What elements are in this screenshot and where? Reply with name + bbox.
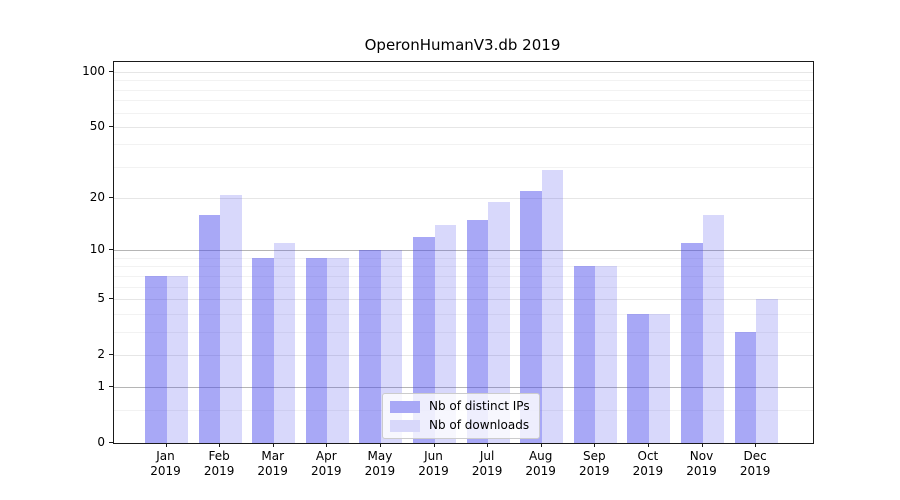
- gridline-minor-y-80: [114, 89, 813, 91]
- gridline-minor-y-7: [114, 275, 813, 277]
- x-tick-mark-jul: [487, 443, 489, 447]
- gridline-y-5: [114, 298, 813, 300]
- x-tick-label-feb: Feb 2019: [203, 449, 235, 478]
- x-tick-label-oct: Oct 2019: [632, 449, 664, 478]
- legend-swatch-distinct-ips-icon: [390, 400, 420, 413]
- bar-downloads-feb: [220, 194, 242, 443]
- legend: Nb of distinct IPs Nb of downloads: [382, 393, 540, 439]
- x-tick-mark-jan: [165, 443, 167, 447]
- gridline-y-1: [114, 387, 813, 389]
- x-tick-mark-aug: [540, 443, 542, 447]
- gridline-minor-y-4: [114, 313, 813, 315]
- y-tick-label-10: 10: [89, 242, 105, 257]
- y-tick-mark-2: [109, 353, 113, 355]
- gridline-minor-y-60: [114, 112, 813, 114]
- gridline-minor-y-3: [114, 331, 813, 333]
- x-tick-label-aug: Aug 2019: [525, 449, 556, 478]
- bar-distinct-ips-apr: [305, 257, 328, 443]
- gridline-minor-y-6: [114, 286, 813, 288]
- x-tick-mark-sep: [594, 443, 596, 447]
- y-tick-label-50: 50: [89, 118, 105, 133]
- x-tick-label-dec: Dec 2019: [739, 449, 771, 478]
- gridline-y-50: [114, 126, 813, 128]
- y-tick-mark-10: [109, 249, 113, 251]
- x-tick-mark-apr: [326, 443, 328, 447]
- x-tick-label-nov: Nov 2019: [686, 449, 717, 478]
- bar-downloads-dec: [756, 298, 778, 443]
- x-tick-label-mar: Mar 2019: [257, 449, 288, 478]
- bar-downloads-oct: [648, 313, 671, 443]
- bar-distinct-ips-sep: [573, 266, 596, 443]
- x-tick-mark-dec: [755, 443, 757, 447]
- gridline-y-10: [114, 250, 813, 252]
- gridline-y-20: [114, 198, 813, 200]
- x-tick-label-sep: Sep 2019: [579, 449, 610, 478]
- legend-item-distinct-ips: Nb of distinct IPs: [390, 399, 530, 414]
- legend-label-distinct-ips: Nb of distinct IPs: [429, 399, 530, 413]
- bar-downloads-jan: [166, 275, 188, 443]
- x-tick-label-may: May 2019: [364, 449, 396, 478]
- legend-label-downloads: Nb of downloads: [429, 418, 530, 432]
- y-tick-label-20: 20: [89, 190, 105, 205]
- y-tick-label-5: 5: [97, 290, 105, 305]
- gridline-minor-y-90: [114, 80, 813, 82]
- x-tick-mark-nov: [701, 443, 703, 447]
- bar-distinct-ips-dec: [734, 331, 757, 443]
- gridline-y-2: [114, 354, 813, 356]
- x-tick-mark-feb: [219, 443, 221, 447]
- y-tick-mark-0: [109, 442, 113, 443]
- gridline-minor-y-9: [114, 257, 813, 259]
- x-tick-mark-mar: [272, 443, 274, 447]
- gridline-minor-y-8: [114, 266, 813, 268]
- bar-distinct-ips-nov: [681, 243, 703, 443]
- y-tick-label-0: 0: [97, 435, 105, 449]
- x-tick-mark-may: [379, 443, 381, 447]
- y-tick-mark-1: [109, 386, 113, 388]
- bar-distinct-ips-oct: [627, 313, 649, 443]
- y-tick-label-2: 2: [97, 346, 105, 361]
- y-tick-label-100: 100: [82, 64, 105, 78]
- bar-downloads-nov: [702, 215, 724, 443]
- y-tick-mark-50: [109, 125, 113, 127]
- y-tick-mark-5: [109, 297, 113, 299]
- bar-downloads-apr: [327, 257, 349, 443]
- bar-downloads-jun: [434, 225, 456, 443]
- chart-title: OperonHumanV3.db 2019: [364, 36, 561, 54]
- bar-distinct-ips-feb: [198, 215, 221, 443]
- bar-downloads-sep: [595, 266, 617, 443]
- bar-downloads-aug: [541, 169, 564, 443]
- gridline-minor-y-30: [114, 166, 813, 168]
- x-tick-mark-oct: [647, 443, 649, 447]
- bar-distinct-ips-may: [359, 250, 381, 443]
- y-tick-label-1: 1: [97, 379, 105, 394]
- bar-distinct-ips-mar: [252, 257, 274, 443]
- x-tick-mark-jun: [433, 443, 435, 447]
- gridline-y-100: [114, 72, 813, 73]
- y-tick-mark-20: [109, 197, 113, 199]
- bar-downloads-jul: [488, 202, 510, 443]
- plot-area: Nb of distinct IPs Nb of downloads: [113, 61, 814, 444]
- x-tick-label-apr: Apr 2019: [311, 449, 342, 478]
- bar-distinct-ips-jan: [145, 275, 167, 443]
- x-tick-label-jan: Jan 2019: [150, 449, 181, 478]
- bar-distinct-ips-aug: [520, 190, 542, 443]
- x-tick-label-jun: Jun 2019: [418, 449, 449, 478]
- bar-distinct-ips-jun: [413, 236, 435, 443]
- y-tick-mark-100: [109, 71, 113, 72]
- bar-distinct-ips-jul: [466, 220, 489, 443]
- legend-swatch-downloads-icon: [390, 419, 420, 432]
- legend-item-downloads: Nb of downloads: [390, 418, 530, 433]
- bar-downloads-mar: [273, 243, 296, 443]
- x-tick-label-jul: Jul 2019: [471, 449, 503, 478]
- gridline-minor-y-40: [114, 144, 813, 146]
- gridline-minor-y-70: [114, 100, 813, 102]
